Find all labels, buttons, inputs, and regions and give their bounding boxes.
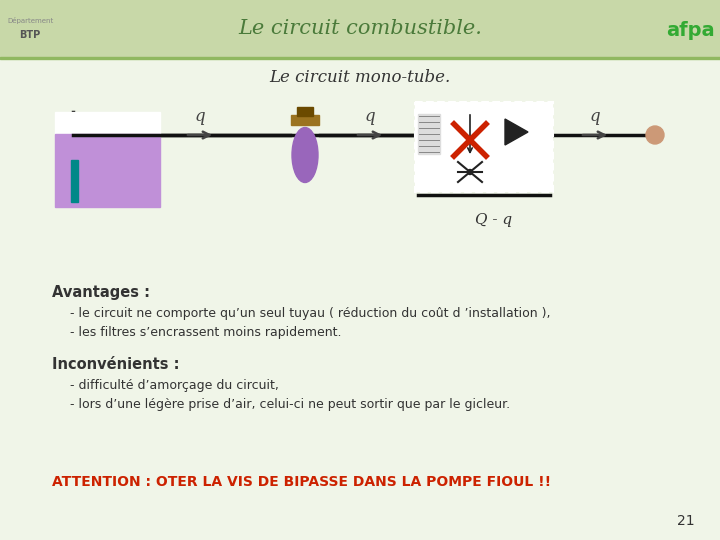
Text: q: q bbox=[590, 108, 600, 125]
Bar bbox=[55, 112, 160, 207]
Bar bbox=[291, 115, 319, 125]
Circle shape bbox=[646, 126, 664, 144]
Polygon shape bbox=[505, 119, 528, 145]
Text: Avantages :: Avantages : bbox=[52, 285, 150, 300]
Text: q: q bbox=[194, 108, 205, 125]
Text: BTP: BTP bbox=[19, 30, 40, 40]
Text: Département: Département bbox=[7, 17, 53, 24]
Text: 21: 21 bbox=[678, 514, 695, 528]
Text: Le circuit mono-tube.: Le circuit mono-tube. bbox=[269, 70, 451, 86]
Bar bbox=[55, 134, 160, 207]
Text: ATTENTION : OTER LA VIS DE BIPASSE DANS LA POMPE FIOUL !!: ATTENTION : OTER LA VIS DE BIPASSE DANS … bbox=[52, 475, 551, 489]
Bar bbox=[0, 0, 720, 58]
Bar bbox=[415, 102, 553, 192]
Bar bbox=[418, 114, 440, 154]
Bar bbox=[297, 107, 313, 116]
Text: - le circuit ne comporte qu’un seul tuyau ( réduction du coût d ’installation ),: - le circuit ne comporte qu’un seul tuya… bbox=[70, 307, 551, 320]
Bar bbox=[0, 57, 720, 59]
Bar bbox=[71, 160, 78, 202]
Ellipse shape bbox=[292, 127, 318, 183]
Text: afpa: afpa bbox=[666, 21, 714, 39]
Text: q: q bbox=[365, 108, 375, 125]
Text: Q - q: Q - q bbox=[475, 213, 513, 227]
Text: Le circuit combustible.: Le circuit combustible. bbox=[238, 18, 482, 37]
Circle shape bbox=[491, 108, 539, 156]
Text: - difficulté d’amorçage du circuit,: - difficulté d’amorçage du circuit, bbox=[70, 379, 279, 392]
Circle shape bbox=[467, 170, 472, 174]
Text: Inconvénients :: Inconvénients : bbox=[52, 357, 179, 372]
Text: - lors d’une légère prise d’air, celui-ci ne peut sortir que par le gicleur.: - lors d’une légère prise d’air, celui-c… bbox=[70, 398, 510, 411]
Text: - les filtres s’encrassent moins rapidement.: - les filtres s’encrassent moins rapidem… bbox=[70, 326, 341, 339]
Bar bbox=[55, 112, 160, 134]
